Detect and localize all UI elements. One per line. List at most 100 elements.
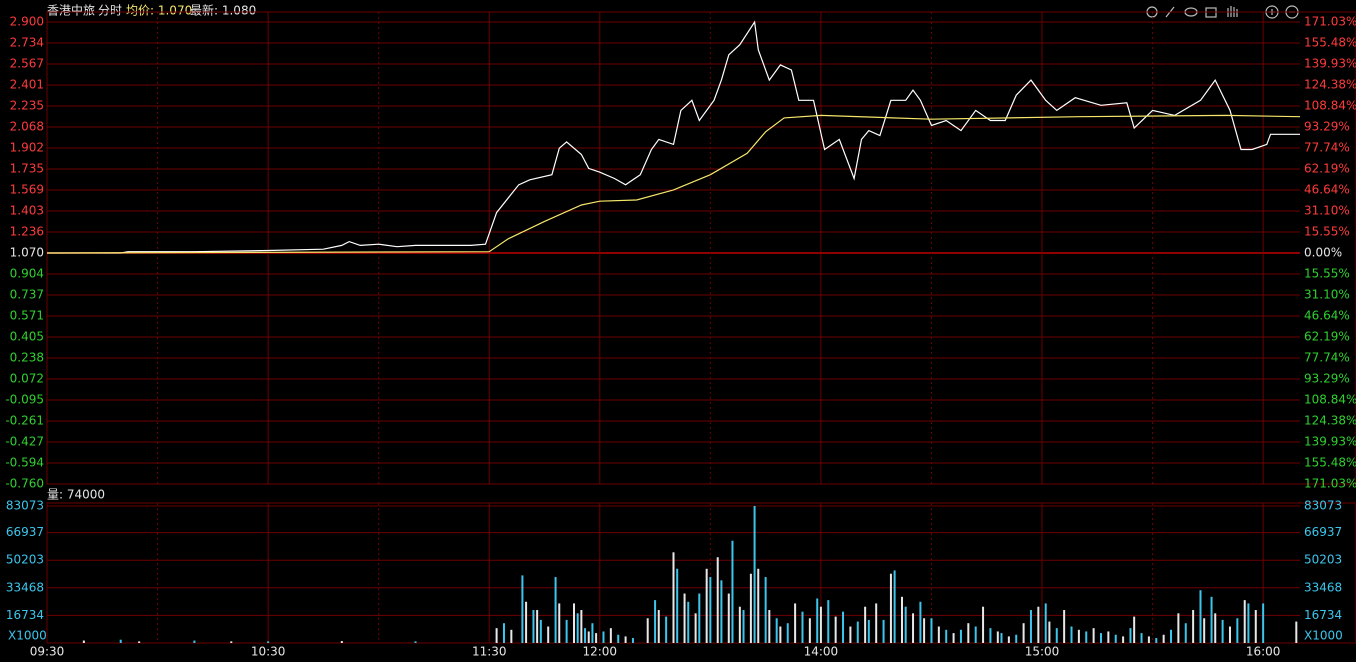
volume-bar: [576, 613, 579, 643]
volume-bar: [584, 628, 587, 643]
volume-bar: [1085, 631, 1088, 643]
volume-bar: [694, 613, 697, 643]
volume-bar: [827, 600, 830, 643]
volume-bar: [495, 628, 498, 643]
volume-bar: [698, 593, 701, 643]
y-tick-label: 1.735: [10, 162, 44, 176]
y-tick-label: 2.900: [10, 15, 44, 29]
volume-bar: [580, 610, 583, 643]
avg-label: 均价: 1.070: [126, 4, 192, 18]
volume-bar: [1063, 610, 1066, 643]
y-tick-label: 0.571: [10, 308, 44, 322]
volume-bar: [1029, 610, 1032, 643]
volume-bar: [864, 606, 867, 643]
volume-bar: [768, 610, 771, 643]
volume-tick-label: 66937: [6, 525, 44, 539]
volume-bar: [1184, 623, 1187, 643]
volume-bar: [536, 610, 539, 643]
y2-tick-label: 31.10%: [1304, 203, 1350, 217]
volume-bar: [742, 610, 745, 643]
volume-bar: [587, 631, 590, 643]
volume-bar: [794, 603, 797, 643]
volume-tick-label: 33468: [6, 580, 44, 594]
volume-bar: [738, 606, 741, 643]
y2-tick-label: 171.03%: [1304, 15, 1356, 29]
volume-bar: [974, 626, 977, 643]
volume-bar: [525, 601, 528, 643]
volume-bar: [1055, 628, 1058, 643]
volume-bar: [1107, 631, 1110, 643]
volume-bar: [1247, 603, 1250, 643]
volume-bar: [654, 600, 657, 643]
volume-bar: [834, 616, 837, 643]
y2-tick-label: 46.64%: [1304, 183, 1350, 197]
y-tick-label: -0.095: [5, 393, 44, 407]
volume-bar: [414, 641, 417, 643]
volume-bar: [676, 568, 679, 643]
x-tick-label: 12:00: [582, 645, 617, 659]
y2-tick-label: 15.55%: [1304, 224, 1350, 238]
volume-bar: [609, 628, 612, 643]
volume-bar: [1170, 629, 1173, 643]
y2-tick-label: 77.74%: [1304, 141, 1350, 155]
volume-bar: [82, 640, 85, 643]
y-tick-label: 1.902: [10, 140, 44, 154]
y2-tick-label: 31.10%: [1304, 288, 1350, 302]
chart-title: 香港中旅: [47, 3, 95, 18]
price-line: [47, 20, 1300, 254]
volume-bar: [591, 623, 594, 643]
volume-bar: [1192, 610, 1195, 643]
average-line: [46, 114, 1301, 254]
volume-bar: [801, 611, 804, 643]
volume-bar: [757, 568, 760, 643]
y-tick-label: 0.405: [10, 329, 44, 343]
volume-bar: [967, 623, 970, 643]
volume-bar: [646, 618, 649, 643]
y2-tick-label: 155.48%: [1304, 36, 1356, 50]
volume-bar: [842, 611, 845, 643]
volume-bar: [521, 575, 524, 643]
volume-bar: [1092, 628, 1095, 643]
y2-tick-label: 46.64%: [1304, 308, 1350, 322]
volume-bar: [882, 619, 885, 643]
chart-subtitle: 分时: [98, 4, 122, 18]
volume-bar: [1228, 626, 1231, 643]
y-tick-label: 1.236: [10, 225, 44, 239]
volume-bar: [786, 623, 789, 643]
volume-bar: [558, 603, 561, 643]
y2-tick-label: 108.84%: [1304, 98, 1356, 112]
volume-bar: [1129, 628, 1132, 643]
y-tick-label: 2.734: [10, 35, 44, 49]
volume-bar: [119, 639, 122, 643]
last-label: 最新: 1.080: [190, 3, 256, 18]
volume-bar: [709, 577, 712, 643]
volume-bar: [554, 577, 557, 643]
volume-bar: [727, 593, 730, 643]
volume-bar: [1037, 606, 1040, 643]
volume-bar: [539, 619, 542, 643]
volume-bar: [930, 618, 933, 643]
volume-bar: [565, 619, 568, 643]
volume-bar: [267, 641, 270, 643]
volume-bar: [340, 641, 343, 643]
volume-bar: [1295, 621, 1298, 643]
volume-bar: [1114, 634, 1117, 643]
volume-bar: [1199, 590, 1202, 643]
volume-bar: [230, 641, 233, 643]
volume-bar: [904, 606, 907, 643]
volume-tick-label: 83073: [1304, 499, 1342, 513]
volume-tick-label: 83073: [6, 499, 44, 513]
volume-unit: X1000: [8, 629, 47, 643]
y-tick-label: 1.403: [10, 203, 44, 217]
y-tick-label: 0.904: [10, 266, 44, 280]
y-tick-label: 2.567: [10, 57, 44, 71]
volume-bar: [945, 629, 948, 643]
volume-bar: [1203, 618, 1206, 643]
volume-bar: [1210, 596, 1213, 643]
y2-tick-label: 62.19%: [1304, 162, 1350, 176]
volume-bar: [602, 631, 605, 643]
volume-bar: [1177, 613, 1180, 643]
volume-bar: [819, 606, 822, 643]
volume-bar: [705, 568, 708, 643]
y2-tick-label: 139.93%: [1304, 434, 1356, 448]
